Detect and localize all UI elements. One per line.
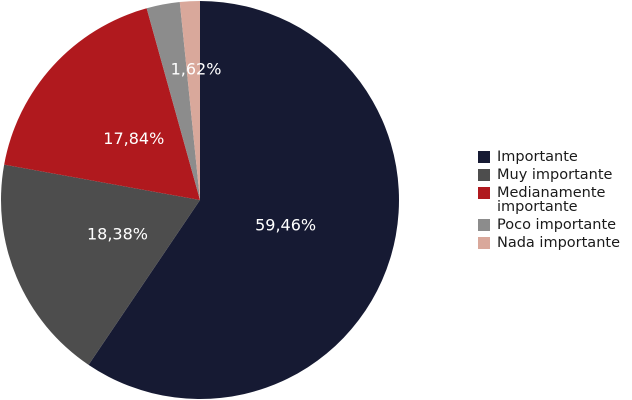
data-label: 59,46% [255,216,316,235]
data-label: 17,84% [103,129,164,148]
legend-label: Poco importante [497,217,617,233]
legend-label: Medianamente importante [497,185,606,215]
legend-swatch [478,237,490,249]
legend-item: Muy importante [478,168,632,182]
pie-slice [146,2,200,201]
data-label: 1,62% [171,60,222,79]
legend-swatch [478,187,490,199]
legend-swatch [478,151,490,163]
legend-label: Nada importante [497,235,620,251]
pie-slice [0,164,201,365]
legend-label: Muy importante [497,167,613,183]
pie-slice [88,1,399,399]
pie-slice [4,8,201,200]
legend: Importante Muy importante Medianamente imp… [478,150,632,254]
legend-item: Medianamente importante [478,186,632,214]
legend-item: Poco importante [478,218,632,232]
legend-swatch [478,169,490,181]
data-label: 18,38% [87,224,148,243]
legend-label: Importante [497,149,578,165]
legend-swatch [478,219,490,231]
legend-item: Nada importante [478,236,632,250]
pie-slice [179,1,200,200]
legend-item: Importante [478,150,632,164]
